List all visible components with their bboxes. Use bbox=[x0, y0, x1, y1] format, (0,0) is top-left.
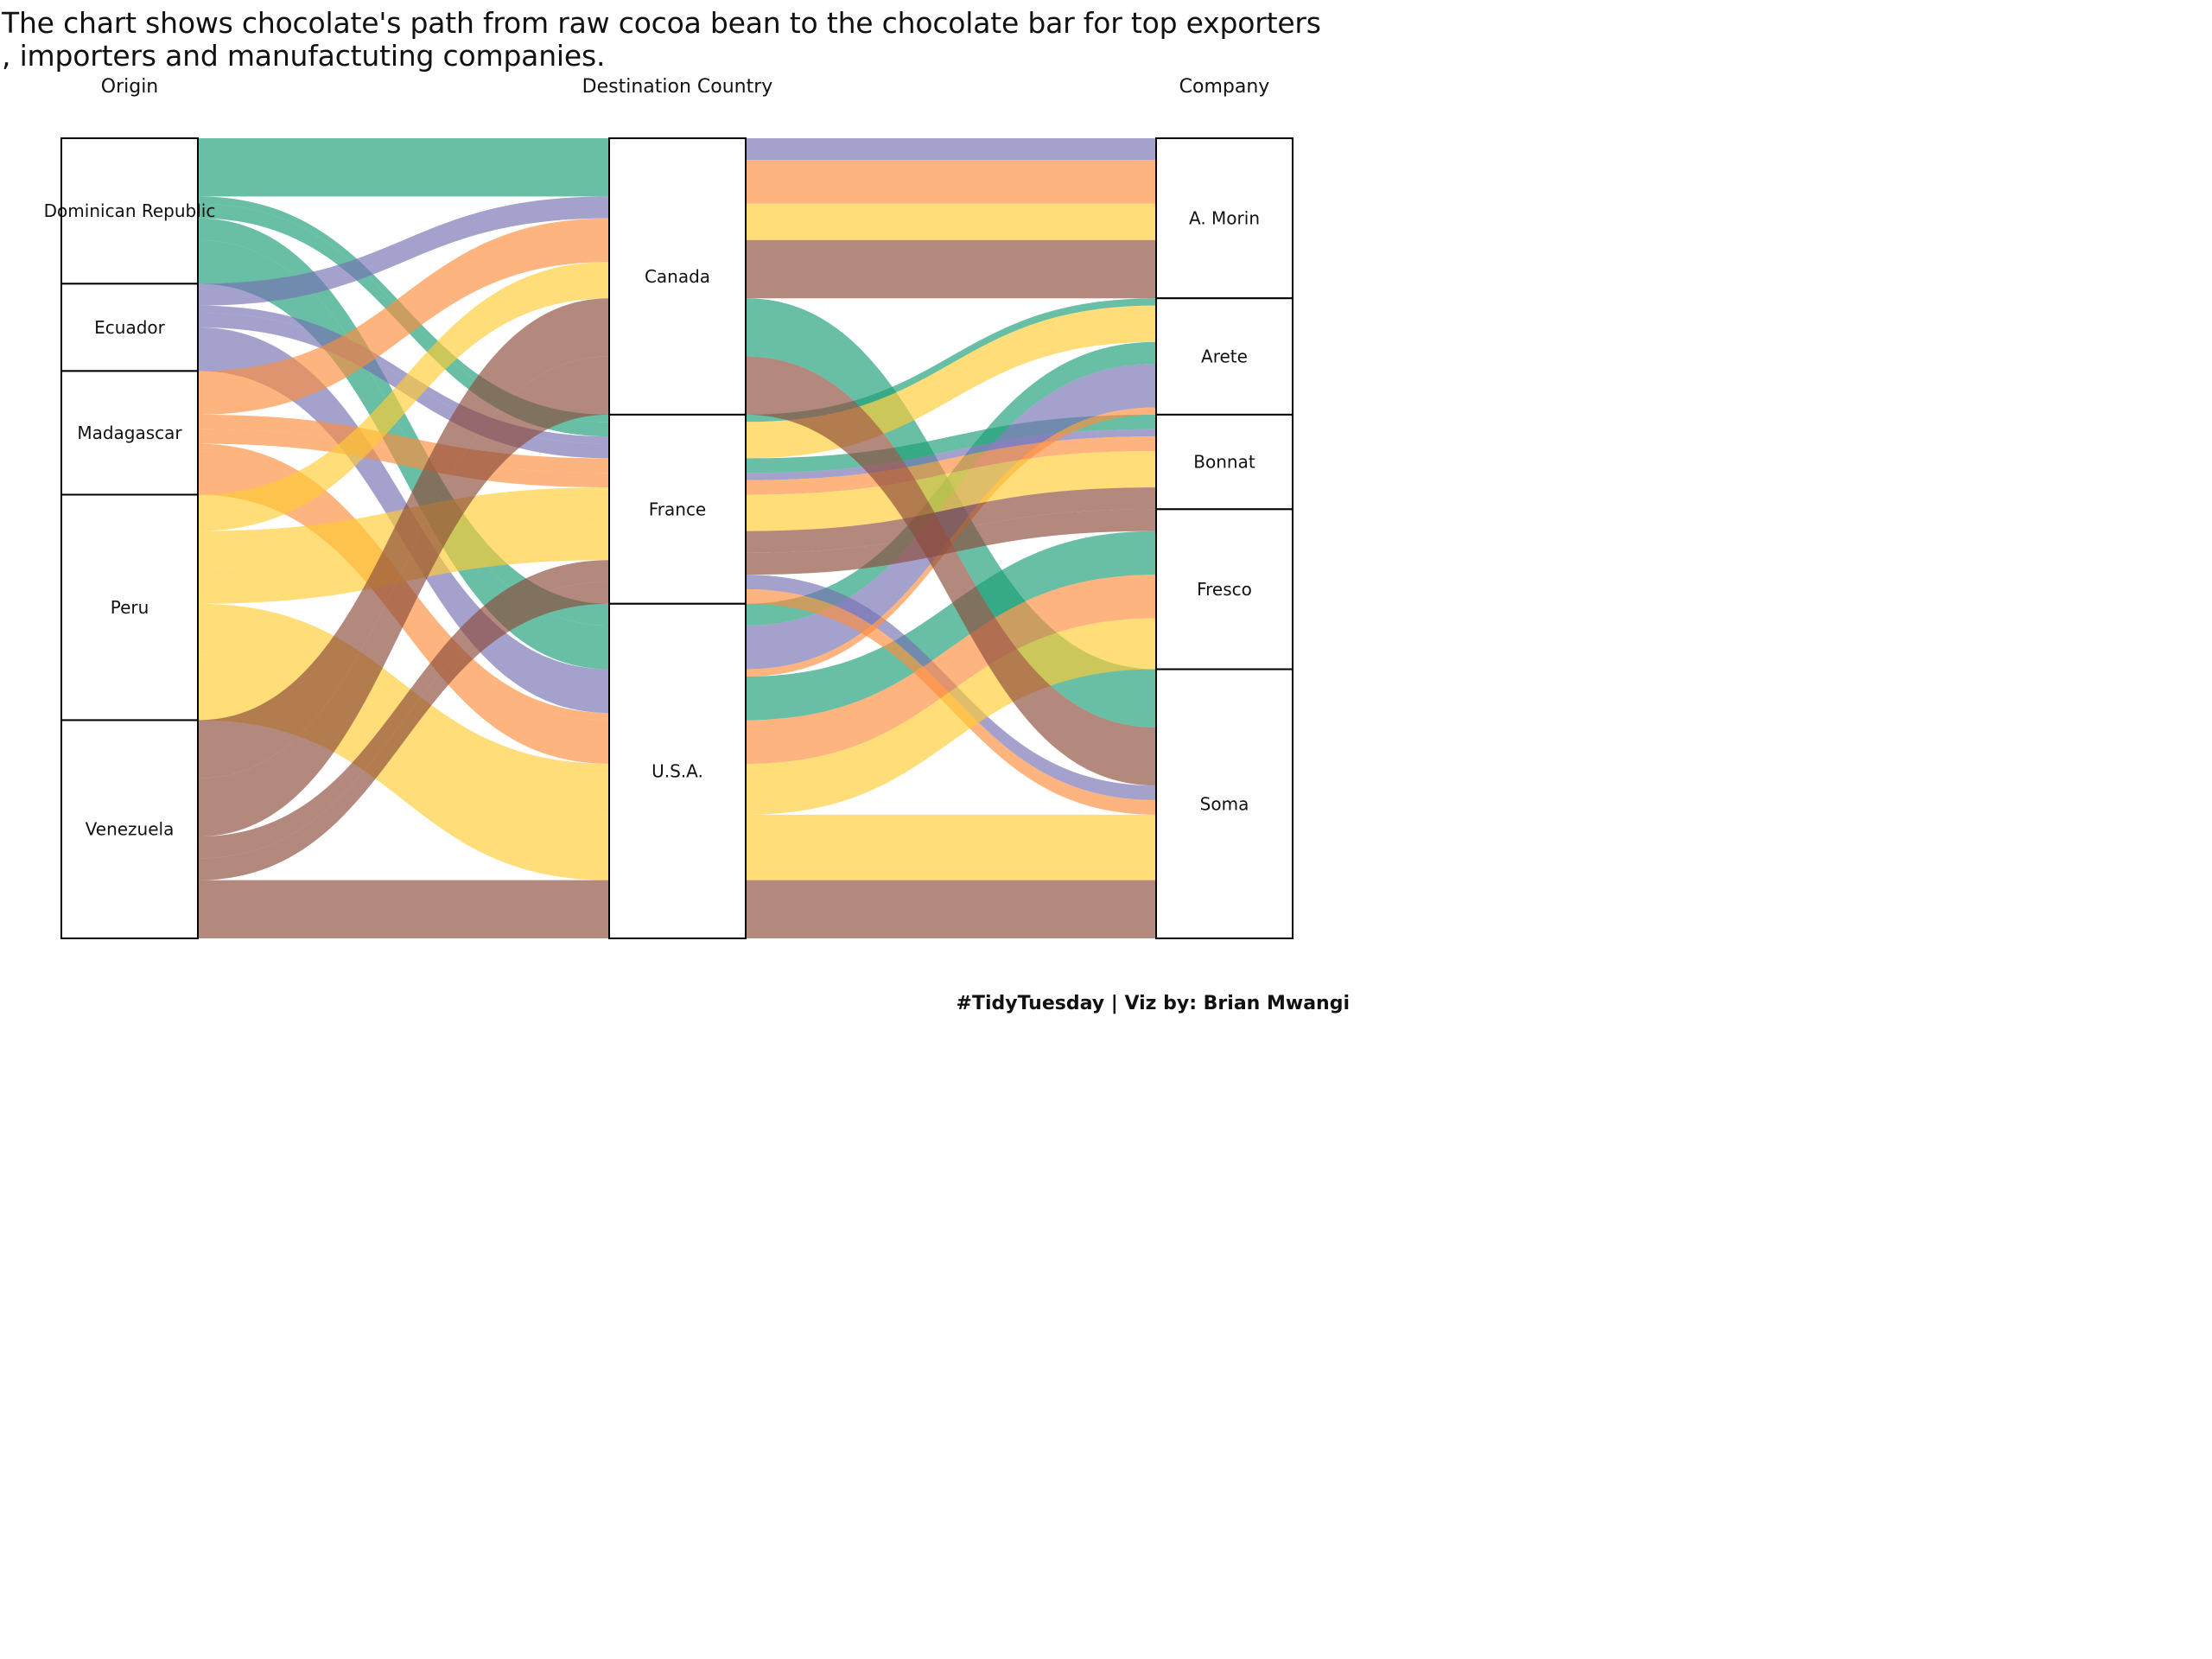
stratum-peru bbox=[60, 493, 199, 721]
flow-origin-destination-peru-canada-a-morin bbox=[198, 262, 609, 531]
stratum-label-venezuela: Venezuela bbox=[86, 819, 175, 840]
stratum-label-bonnat: Bonnat bbox=[1193, 452, 1255, 473]
flow-origin-destination-venezuela-canada-soma bbox=[198, 356, 609, 837]
stratum-dominican-republic bbox=[60, 137, 199, 285]
stratum-label-arete: Arete bbox=[1201, 346, 1248, 367]
stratum-a-morin bbox=[1155, 137, 1294, 300]
stratum-label-a-morin: A. Morin bbox=[1189, 208, 1260, 229]
stratum-fresco bbox=[1155, 508, 1294, 671]
flows-layer bbox=[198, 138, 1156, 938]
caption: #TidyTuesday | Viz by: Brian Mwangi bbox=[956, 993, 1350, 1014]
stratum-label-u-s-a: U.S.A. bbox=[652, 760, 703, 781]
flow-origin-destination-venezuela-u-s-a--soma bbox=[198, 880, 609, 938]
stratum-bonnat bbox=[1155, 413, 1294, 511]
flow-origin-destination-madagascar-canada-a-morin bbox=[198, 218, 609, 415]
flow-origin-destination-dominican-republic-canada-soma bbox=[198, 138, 609, 197]
flow-destination-company-madagascar-france-bonnat bbox=[746, 436, 1156, 495]
stratum-ecuador bbox=[60, 283, 199, 372]
flow-destination-company-venezuela-canada-a-morin bbox=[746, 239, 1156, 299]
flow-origin-destination-venezuela-canada-a-morin bbox=[198, 298, 609, 779]
flow-origin-destination-madagascar-france-soma bbox=[198, 429, 609, 488]
stratum-canada bbox=[608, 137, 747, 416]
stratum-madagascar bbox=[60, 370, 199, 496]
axis-label-origin: Origin bbox=[100, 76, 159, 98]
flow-destination-company-ecuador-france-bonnat bbox=[746, 429, 1156, 480]
stratum-u-s-a bbox=[608, 602, 747, 939]
chart-title: The chart shows chocolate's path from ra… bbox=[2, 6, 1321, 73]
flow-origin-destination-venezuela-france-bonnat bbox=[198, 560, 609, 859]
stratum-venezuela bbox=[60, 719, 199, 939]
stratum-label-france: France bbox=[649, 499, 707, 519]
flow-origin-destination-dominican-republic-u-s-a--arete bbox=[198, 218, 609, 626]
stratum-label-peru: Peru bbox=[111, 597, 149, 618]
flow-destination-company-ecuador-canada-a-morin bbox=[746, 138, 1156, 161]
stratum-label-canada: Canada bbox=[645, 266, 710, 287]
axis-label-destination-country: Destination Country bbox=[582, 76, 773, 98]
flow-destination-company-peru-u-s-a--soma bbox=[746, 814, 1156, 880]
flow-destination-company-peru-france-bonnat bbox=[746, 450, 1156, 531]
flow-destination-company-madagascar-u-s-a--fresco bbox=[746, 575, 1156, 764]
axis-label-company: Company bbox=[1179, 76, 1270, 98]
flow-destination-company-peru-canada-a-morin bbox=[746, 203, 1156, 240]
stratum-label-ecuador: Ecuador bbox=[94, 317, 165, 338]
alluvial-chart: Dominican Republic Ecuador Madagascar Peru V… bbox=[44, 137, 1294, 939]
flow-origin-destination-ecuador-france-bonnat bbox=[198, 305, 609, 444]
flow-destination-company-venezuela-france-bonnat bbox=[746, 487, 1156, 553]
flow-destination-company-dominican-republic-u-s-a--fresco bbox=[746, 531, 1156, 721]
strata-layer: Dominican Republic Ecuador Madagascar Peru V… bbox=[44, 137, 1294, 939]
flow-destination-company-dominican-republic-france-arete bbox=[746, 298, 1156, 423]
flow-destination-company-venezuela-france-fresco bbox=[746, 509, 1156, 575]
stratum-label-madagascar: Madagascar bbox=[77, 423, 182, 443]
flow-origin-destination-venezuela-france-fresco bbox=[198, 582, 609, 880]
flow-origin-destination-ecuador-canada-a-morin bbox=[198, 196, 609, 306]
stratum-soma bbox=[1155, 668, 1294, 939]
stratum-france bbox=[608, 413, 747, 605]
flow-destination-company-peru-u-s-a--fresco bbox=[746, 618, 1156, 815]
flow-destination-company-madagascar-canada-a-morin bbox=[746, 160, 1156, 204]
flow-destination-company-venezuela-canada-soma bbox=[746, 356, 1156, 786]
stratum-label-soma: Soma bbox=[1200, 793, 1249, 814]
flow-destination-company-venezuela-u-s-a--soma bbox=[746, 880, 1156, 938]
stratum-label-fresco: Fresco bbox=[1197, 579, 1252, 600]
stratum-label-dominican-republic: Dominican Republic bbox=[44, 200, 216, 221]
